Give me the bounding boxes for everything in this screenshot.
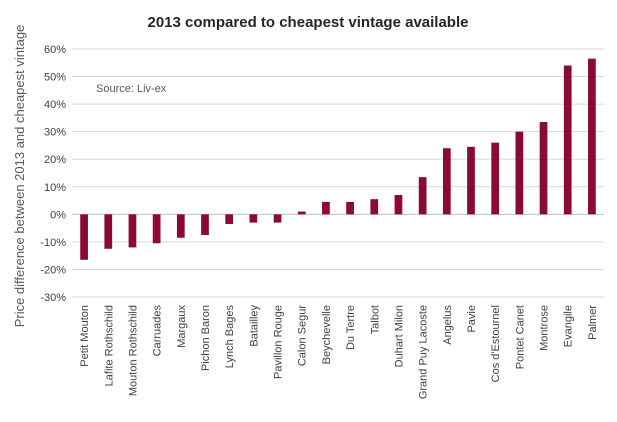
y-tick-label: 60% — [44, 44, 66, 56]
x-category-label: Pavie — [466, 305, 478, 333]
x-category-label: Evangile — [563, 305, 575, 347]
y-tick-label: 40% — [44, 99, 66, 111]
x-category-label: Palmer — [587, 305, 599, 340]
x-category-label: Lynch Bages — [224, 305, 236, 369]
y-tick-label: 20% — [44, 154, 66, 166]
x-category-label: Angelus — [442, 305, 454, 345]
x-category-label: Pontet Canet — [514, 305, 526, 369]
x-category-label: Montrose — [539, 305, 551, 351]
y-tick-label: 30% — [44, 127, 66, 139]
bar — [128, 214, 137, 248]
bar — [370, 199, 379, 215]
bar — [297, 211, 306, 215]
x-axis-labels: Petit Mouton Lafite Rothschild Mouton Roth… — [79, 305, 599, 400]
y-tick-label: -10% — [40, 237, 66, 249]
bar — [176, 214, 185, 238]
bar — [80, 214, 88, 260]
bar — [491, 142, 500, 215]
y-tick-label: -30% — [40, 292, 66, 304]
x-category-label: Batailley — [248, 305, 260, 347]
bar — [418, 177, 427, 215]
x-category-label: Margaux — [176, 305, 188, 348]
bar — [225, 214, 234, 224]
bar — [346, 201, 354, 215]
x-category-label: Beychevelle — [321, 305, 333, 364]
bar — [201, 214, 209, 235]
bar — [394, 195, 403, 215]
x-category-label: Lafite Rothschild — [103, 305, 115, 386]
x-category-label: Petit Mouton — [79, 305, 91, 367]
bar — [104, 214, 113, 249]
x-category-label: Pichon Baron — [200, 305, 212, 371]
bar — [563, 65, 572, 215]
x-category-label: Pavillon Rouge — [273, 305, 285, 379]
y-tick-label: 0% — [50, 209, 66, 221]
x-category-label: Mouton Rothschild — [127, 305, 139, 396]
bar — [249, 214, 258, 223]
bar — [322, 201, 330, 215]
x-category-label: Duhart Milon — [393, 305, 405, 367]
x-category-label: Talbot — [369, 305, 381, 334]
bar — [467, 146, 475, 215]
x-category-label: Du Tertre — [345, 305, 357, 350]
y-axis-title: Price difference between 2013 and cheape… — [12, 25, 27, 328]
bar — [273, 214, 282, 223]
x-category-label: Calon Segur — [297, 305, 309, 366]
bar — [588, 58, 596, 215]
x-category-label: Cos d'Estournel — [490, 305, 502, 382]
bar — [515, 131, 524, 215]
bar — [539, 122, 548, 215]
source-annotation: Source: Liv-ex — [96, 83, 167, 95]
y-tick-label: 50% — [44, 72, 66, 84]
gridlines — [72, 48, 604, 298]
y-axis-ticks: -30% -20% -10% 0% 10% 20% 30% 40% 50% 60% — [40, 44, 66, 304]
bar — [152, 214, 161, 244]
y-tick-label: -20% — [40, 264, 66, 276]
y-tick-label: 10% — [44, 182, 66, 194]
bar — [442, 148, 451, 215]
chart-title: 2013 compared to cheapest vintage availa… — [148, 14, 469, 31]
x-category-label: Carruades — [152, 305, 164, 357]
bars — [80, 58, 596, 260]
x-category-label: Grand Puy Lacoste — [418, 305, 430, 399]
